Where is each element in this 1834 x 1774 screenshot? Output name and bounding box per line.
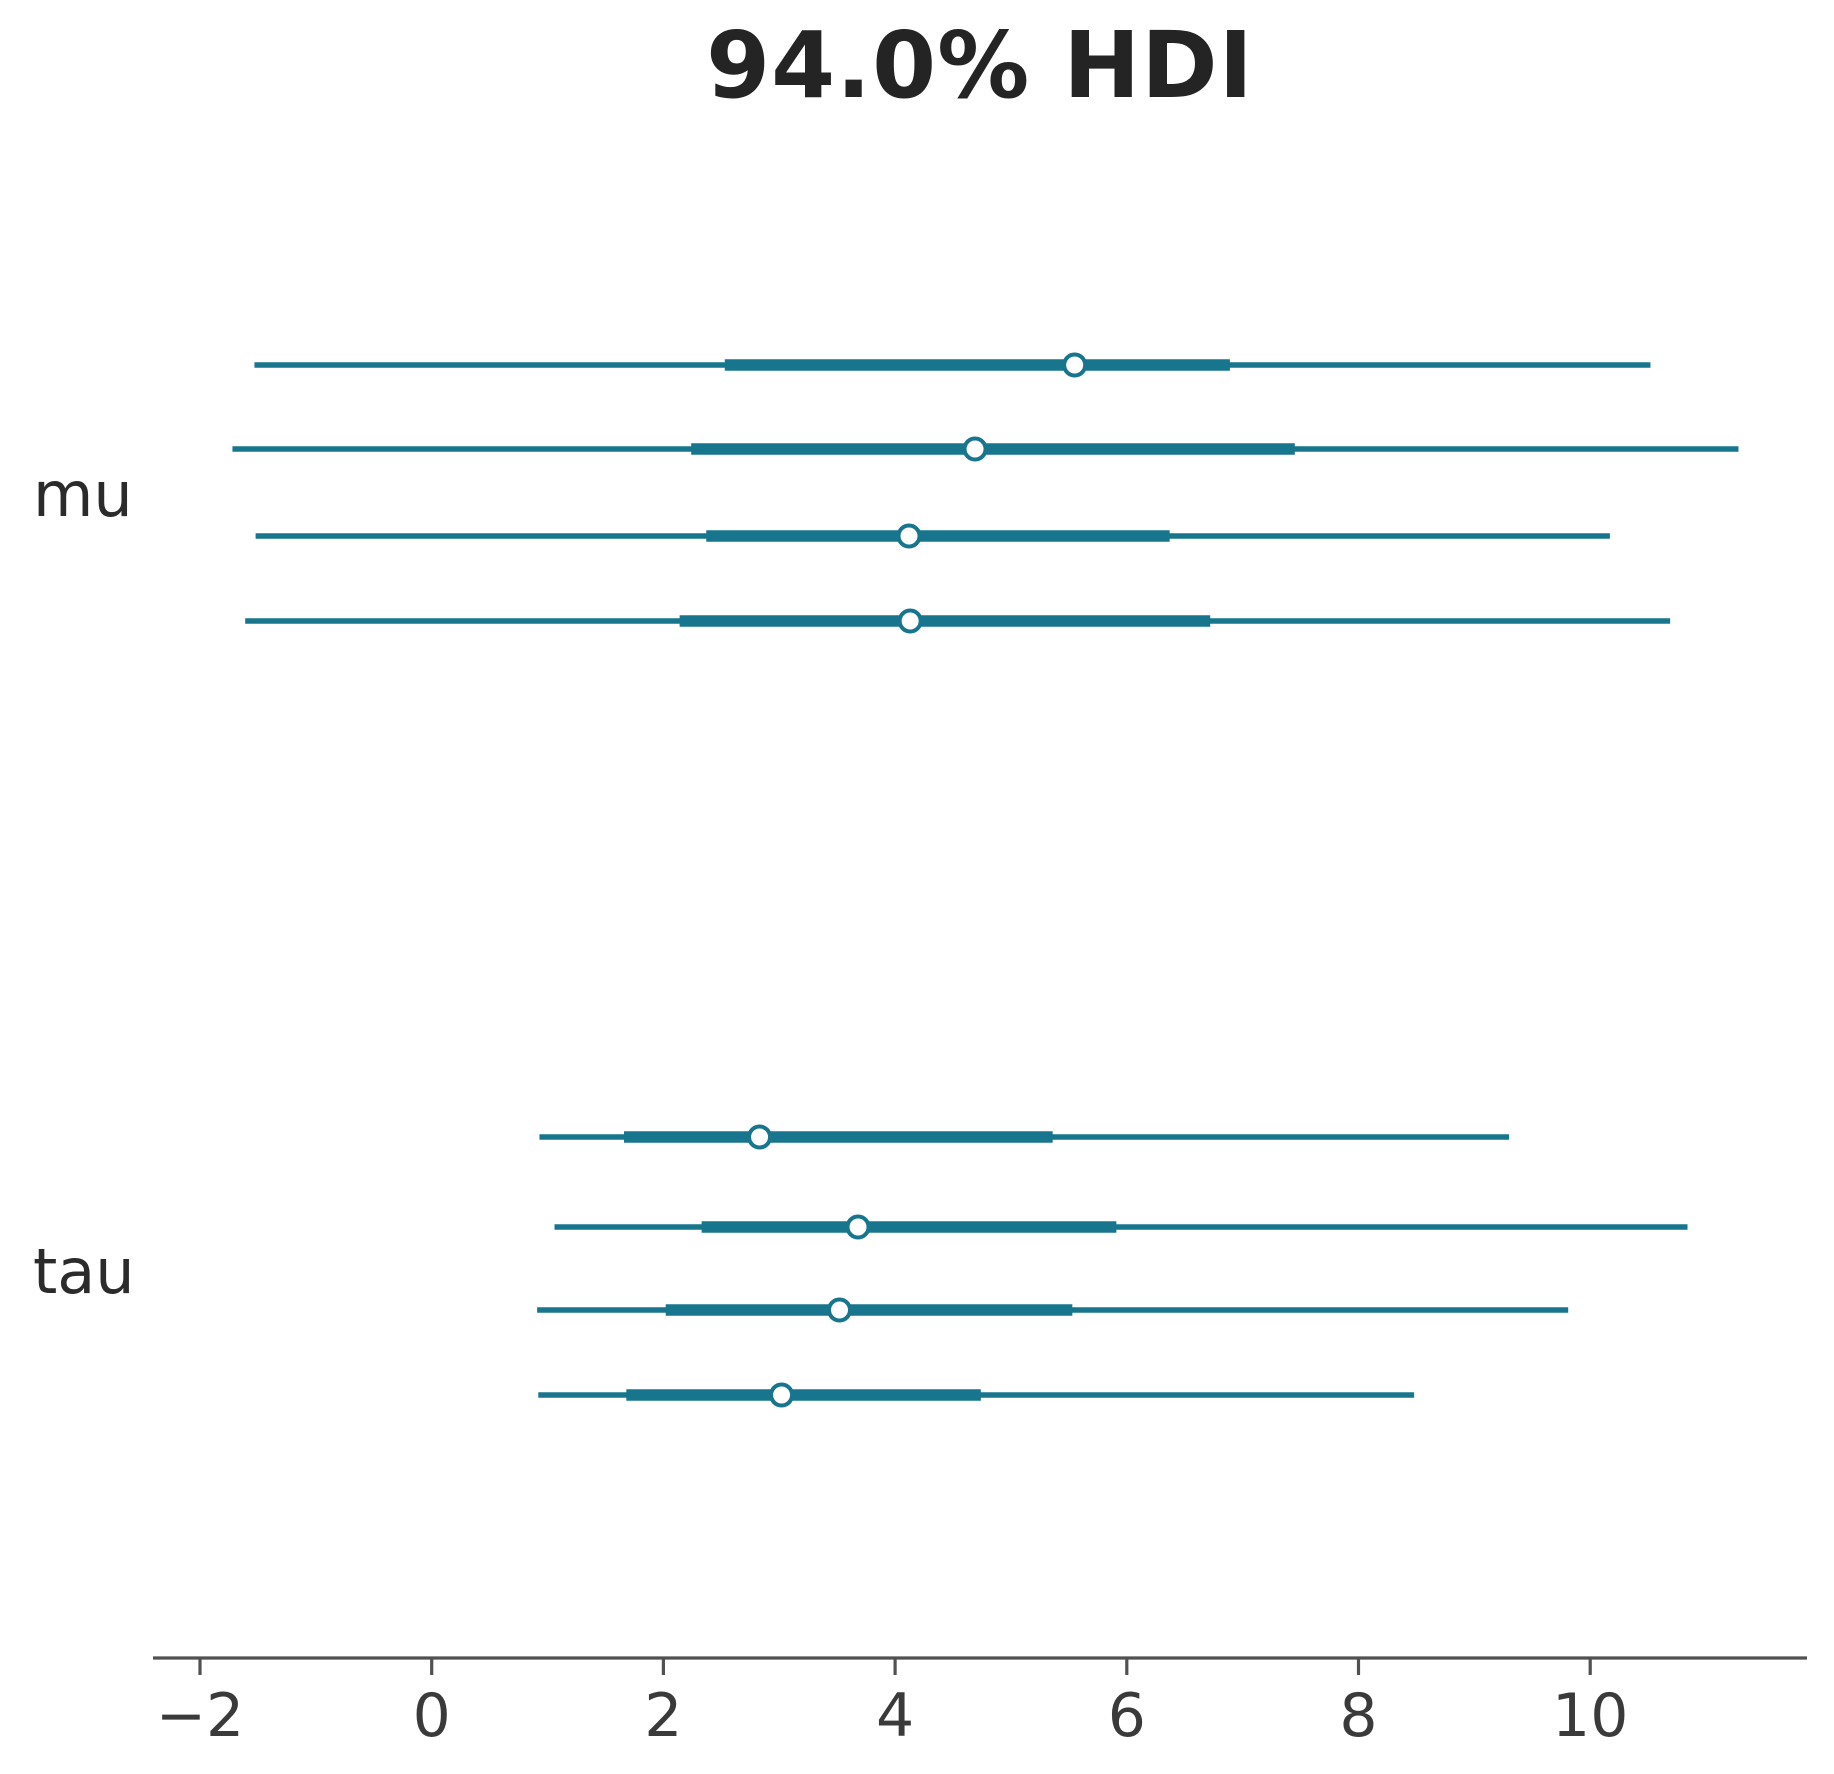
- x-axis-tick-label: 6: [1108, 1681, 1146, 1751]
- group-label-mu: mu: [33, 458, 133, 531]
- x-axis-tick-label: 4: [876, 1681, 914, 1751]
- group-label-tau: tau: [33, 1235, 135, 1308]
- x-axis-tick-label: 8: [1339, 1681, 1377, 1751]
- median-marker: [826, 1297, 852, 1323]
- plot-title: 94.0% HDI: [706, 12, 1254, 119]
- x-axis-tick-label: 2: [644, 1681, 682, 1751]
- x-axis-tick-label: 0: [413, 1681, 451, 1751]
- x-axis-tick-label: −2: [156, 1681, 244, 1751]
- median-marker: [962, 436, 988, 462]
- median-marker: [845, 1214, 871, 1240]
- x-axis-tick-label: 10: [1552, 1681, 1628, 1751]
- median-marker: [897, 608, 923, 634]
- median-marker: [896, 523, 922, 549]
- median-marker: [769, 1382, 795, 1408]
- median-marker: [1062, 352, 1088, 378]
- median-marker: [747, 1124, 773, 1150]
